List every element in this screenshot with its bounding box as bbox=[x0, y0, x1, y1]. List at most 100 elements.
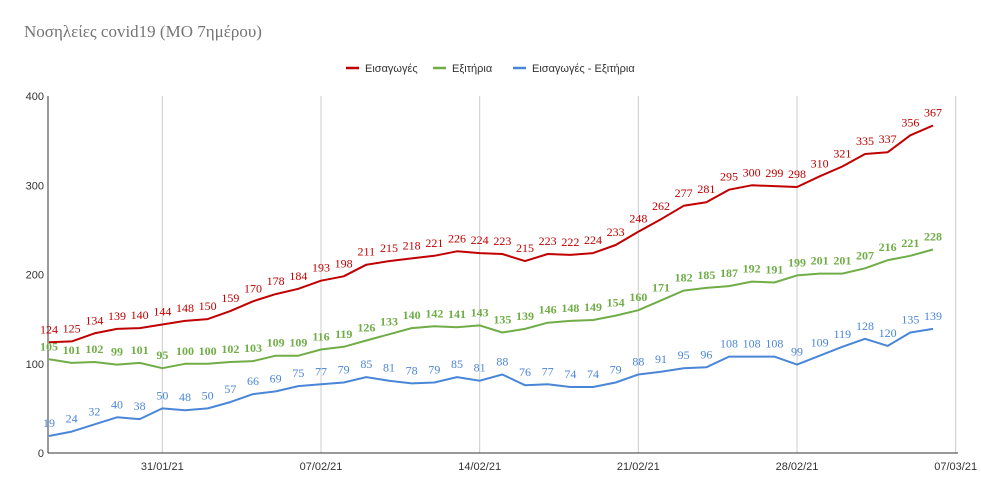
data-label: 19 bbox=[43, 416, 55, 430]
data-label: 223 bbox=[539, 234, 557, 248]
data-label: 79 bbox=[338, 362, 350, 376]
chart-title: Νοσηλείες covid19 (ΜΟ 7ημέρου) bbox=[24, 22, 262, 41]
data-label: 140 bbox=[403, 308, 421, 322]
data-label: 321 bbox=[833, 147, 851, 161]
data-label: 215 bbox=[516, 241, 534, 255]
data-label: 88 bbox=[496, 354, 508, 368]
data-label: 141 bbox=[448, 307, 466, 321]
data-label: 187 bbox=[720, 266, 738, 280]
data-label: 99 bbox=[111, 345, 123, 359]
data-label: 310 bbox=[811, 156, 829, 170]
data-label: 125 bbox=[63, 321, 81, 335]
data-label: 91 bbox=[655, 352, 667, 366]
data-label: 133 bbox=[380, 314, 398, 328]
data-label: 185 bbox=[697, 268, 715, 282]
data-label: 50 bbox=[202, 388, 214, 402]
data-label: 221 bbox=[425, 236, 443, 250]
data-label: 116 bbox=[312, 329, 329, 343]
data-label: 85 bbox=[360, 357, 372, 371]
data-label: 211 bbox=[358, 245, 376, 259]
x-tick-label: 07/02/21 bbox=[300, 461, 343, 473]
legend-label: Εξιτήρια bbox=[452, 63, 493, 75]
data-label: 299 bbox=[765, 166, 783, 180]
data-label: 295 bbox=[720, 170, 738, 184]
data-label: 224 bbox=[471, 233, 489, 247]
data-label: 178 bbox=[267, 274, 285, 288]
data-label: 184 bbox=[289, 269, 307, 283]
data-label: 367 bbox=[924, 105, 942, 119]
x-tick-label: 07/03/21 bbox=[934, 461, 977, 473]
data-label: 50 bbox=[156, 388, 168, 402]
data-label: 95 bbox=[678, 348, 690, 362]
data-label: 109 bbox=[289, 336, 307, 350]
data-label: 281 bbox=[697, 182, 715, 196]
data-label: 81 bbox=[474, 361, 486, 375]
y-tick-label: 200 bbox=[26, 270, 44, 282]
data-label: 109 bbox=[811, 336, 829, 350]
data-label: 228 bbox=[924, 230, 942, 244]
data-label: 24 bbox=[66, 412, 78, 426]
data-label: 223 bbox=[493, 234, 511, 248]
data-label: 74 bbox=[564, 367, 576, 381]
x-tick-label: 21/02/21 bbox=[617, 461, 660, 473]
data-label: 48 bbox=[179, 390, 191, 404]
data-label: 198 bbox=[335, 256, 353, 270]
data-label: 215 bbox=[380, 241, 398, 255]
data-label: 103 bbox=[244, 341, 262, 355]
data-label: 75 bbox=[292, 366, 304, 380]
data-label: 224 bbox=[584, 233, 602, 247]
data-label: 128 bbox=[856, 319, 874, 333]
data-label: 135 bbox=[493, 313, 511, 327]
data-label: 79 bbox=[428, 362, 440, 376]
data-label: 135 bbox=[901, 313, 919, 327]
data-label: 192 bbox=[743, 262, 761, 276]
data-label: 207 bbox=[856, 248, 874, 262]
data-label: 248 bbox=[629, 212, 647, 226]
data-label: 120 bbox=[879, 326, 897, 340]
data-label: 201 bbox=[811, 254, 829, 268]
data-label: 57 bbox=[224, 382, 236, 396]
data-label: 201 bbox=[833, 254, 851, 268]
data-label: 101 bbox=[63, 343, 81, 357]
data-label: 159 bbox=[221, 291, 239, 305]
series-line bbox=[48, 327, 934, 437]
data-label: 108 bbox=[765, 337, 783, 351]
data-label: 335 bbox=[856, 134, 874, 148]
data-label: 88 bbox=[632, 354, 644, 368]
data-label: 77 bbox=[542, 364, 554, 378]
data-label: 77 bbox=[315, 364, 327, 378]
x-tick-label: 28/02/21 bbox=[776, 461, 819, 473]
data-label: 69 bbox=[270, 371, 282, 385]
data-label: 191 bbox=[765, 263, 783, 277]
data-label: 119 bbox=[335, 327, 352, 341]
data-label: 100 bbox=[199, 344, 217, 358]
data-label: 139 bbox=[516, 309, 534, 323]
series-line bbox=[48, 124, 934, 344]
data-label: 78 bbox=[406, 363, 418, 377]
data-label: 101 bbox=[131, 343, 149, 357]
data-label: 143 bbox=[471, 305, 489, 319]
x-tick-label: 31/01/21 bbox=[141, 461, 184, 473]
data-label: 144 bbox=[153, 304, 171, 318]
data-label: 300 bbox=[743, 165, 761, 179]
data-label: 85 bbox=[451, 357, 463, 371]
legend-label: Εισαγωγές - Εξιτήρια bbox=[532, 63, 635, 75]
data-label: 150 bbox=[199, 299, 217, 313]
data-label: 216 bbox=[879, 240, 897, 254]
data-label: 38 bbox=[134, 399, 146, 413]
data-label: 32 bbox=[88, 404, 100, 418]
data-label: 81 bbox=[383, 361, 395, 375]
data-label: 100 bbox=[176, 344, 194, 358]
data-label: 40 bbox=[111, 397, 123, 411]
legend-label: Εισαγωγές bbox=[365, 63, 418, 75]
data-label: 171 bbox=[652, 280, 670, 294]
data-label: 139 bbox=[924, 309, 942, 323]
y-tick-label: 0 bbox=[38, 448, 44, 460]
data-label: 226 bbox=[448, 231, 466, 245]
data-label: 146 bbox=[539, 303, 557, 317]
data-label: 119 bbox=[834, 327, 852, 341]
data-label: 99 bbox=[791, 345, 803, 359]
y-tick-label: 100 bbox=[26, 359, 44, 371]
data-label: 218 bbox=[403, 238, 421, 252]
